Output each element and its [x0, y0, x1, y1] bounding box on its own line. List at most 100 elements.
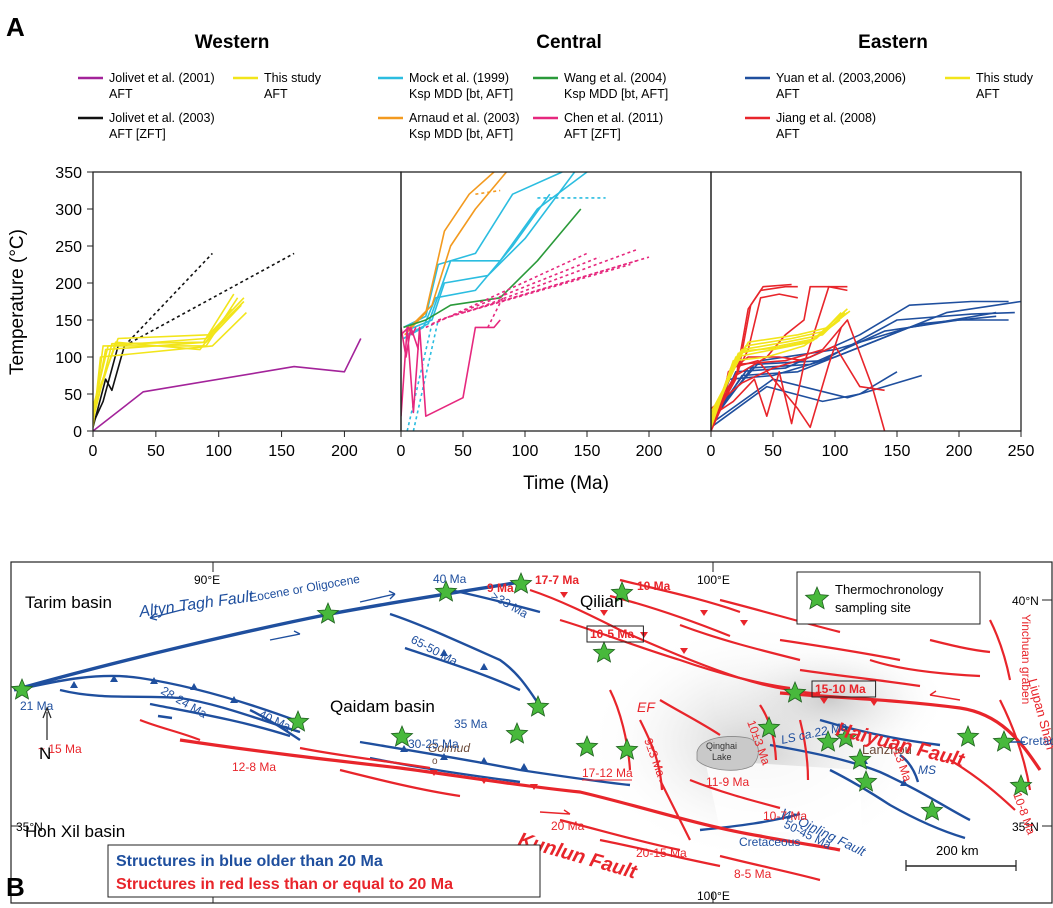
series-line	[404, 172, 576, 332]
x-tick-label: 200	[636, 443, 663, 460]
panel-label-a: A	[6, 12, 25, 42]
scale-bar: 200 km	[905, 843, 1017, 871]
sampling-site-star	[848, 747, 872, 770]
legend-text: AFT [ZFT]	[564, 127, 621, 141]
map-white-patch	[705, 760, 862, 835]
legend-entry-western-1: Jolivet et al. (2003) AFT [ZFT]	[78, 111, 215, 141]
series-line	[403, 208, 582, 329]
sampling-site-star	[526, 694, 550, 717]
legend-text: AFT	[109, 87, 133, 101]
key-blue: Structures in blue older than 20 Ma	[116, 853, 383, 870]
legend-text: AFT [ZFT]	[109, 127, 166, 141]
x-axis-label: Time (Ma)	[523, 473, 609, 494]
legend-text: This study	[264, 71, 322, 85]
x-tick-label: 0	[89, 443, 98, 460]
hoh-xil-basin-label: Hoh Xil basin	[25, 822, 125, 841]
x-tick-label: 150	[268, 443, 295, 460]
red-age-label: 17-7 Ma	[535, 573, 579, 587]
series-line	[93, 312, 247, 428]
red-slip-arrows	[539, 690, 961, 815]
sampling-site-star	[11, 677, 34, 700]
sampling-site-star	[286, 709, 310, 732]
legend-text: AFT	[264, 87, 288, 101]
legend-text: Jolivet et al. (2001)	[109, 71, 215, 85]
red-age-label: 20 Ma	[551, 819, 585, 833]
legend-text: Ksp MDD [bt, AFT]	[564, 87, 668, 101]
red-fault-teeth	[430, 592, 878, 790]
svg-text:N: N	[39, 744, 51, 763]
key-red: Structures in red less than or equal to …	[116, 876, 453, 893]
legend-entry-central-0: Mock et al. (1999) Ksp MDD [bt, AFT]	[378, 71, 513, 101]
boxed-age-frame	[586, 625, 644, 643]
blue-age-label: 35 Ma	[454, 717, 488, 731]
red-age-label: 15-10 Ma	[815, 682, 866, 696]
qinghai-lake-label-1: Qinghai	[706, 741, 737, 751]
legend-title-line-1: Thermochronology	[835, 582, 944, 597]
region-title-central: Central	[536, 32, 601, 53]
x-tick-label: 50	[764, 443, 782, 460]
panel-frame-0	[92, 171, 402, 432]
legend-text: Arnaud et al. (2003)	[409, 111, 520, 125]
series-line	[93, 293, 235, 421]
chart-panels: 0 50 100 150 200 250 300 350 0 50 100 150 200 0 50 100…	[55, 165, 1034, 460]
series-line	[401, 319, 501, 417]
legend-text: Jiang et al. (2008)	[776, 111, 876, 125]
series-line	[711, 285, 848, 425]
x-tick-label: 0	[397, 443, 406, 460]
lon-label-100-bottom: 100°E	[697, 889, 730, 903]
series-line	[711, 311, 1015, 423]
legend-star-icon	[804, 585, 830, 610]
x-tick-label: 100	[205, 443, 232, 460]
region-title-eastern: Eastern	[858, 32, 928, 53]
blue-age-label: 21 Ma	[20, 699, 54, 713]
red-age-label: 10 Ma	[637, 579, 671, 593]
series-line	[401, 326, 420, 358]
legend-entry-central-3: Chen et al. (2011) AFT [ZFT]	[533, 111, 663, 141]
sampling-site-star	[757, 715, 781, 738]
series-line	[711, 285, 848, 413]
region-title-western: Western	[195, 32, 270, 53]
lanzhou-label: Lanzhou	[862, 742, 912, 757]
lat-label-35-left: 35°N	[16, 820, 43, 834]
series-line	[406, 323, 433, 431]
sampling-site-star	[434, 579, 458, 602]
tarim-basin-label: Tarim basin	[25, 593, 112, 612]
golmud-dot: o	[432, 756, 438, 767]
yinchuan-graben-label: Yinchuan graben	[1019, 614, 1033, 704]
y-axis-label: Temperature (°C)	[7, 229, 28, 375]
legend-entry-central-2: Wang et al. (2004) Ksp MDD [bt, AFT]	[533, 71, 668, 101]
map-panel: 90°E 100°E 100°E 40°N 35°N 35°N Tarim ba…	[6, 561, 1053, 904]
sampling-site-star	[1009, 773, 1033, 796]
sampling-site-star	[783, 680, 807, 703]
series-line	[711, 293, 798, 421]
red-faults	[139, 578, 1042, 882]
series-line	[404, 172, 495, 336]
sampling-site-star	[956, 724, 980, 747]
y-tick-label: 0	[73, 424, 82, 441]
legend-text: Mock et al. (1999)	[409, 71, 509, 85]
series-line	[487, 290, 508, 328]
sampling-site-star	[834, 725, 858, 748]
panel-western-series	[93, 252, 362, 431]
series-line	[403, 172, 563, 329]
sampling-site-star	[920, 798, 944, 821]
blue-age-label: Cretaceous	[739, 835, 800, 849]
y-axis: 0 50 100 150 200 250 300 350	[55, 165, 93, 441]
series-line	[93, 297, 245, 406]
legend: Jolivet et al. (2001) AFT Jolivet et al. (…	[78, 71, 1034, 141]
sampling-site-star	[592, 640, 616, 663]
x-tick-label: 50	[454, 443, 472, 460]
boxed-age-frame	[811, 680, 877, 698]
legend-text: Ksp MDD [bt, AFT]	[409, 127, 513, 141]
region-titles: Western Central Eastern	[195, 32, 928, 53]
golmud-label: Golmud	[428, 741, 470, 755]
series-line	[123, 252, 213, 347]
legend-entry-eastern-0: Yuan et al. (2003,2006) AFT	[745, 71, 906, 101]
series-line	[711, 315, 997, 417]
red-age-label: 8-5 Ma	[734, 867, 772, 881]
series-line	[412, 319, 439, 431]
legend-text: This study	[976, 71, 1034, 85]
series-line	[711, 345, 885, 410]
legend-text: Ksp MDD [bt, AFT]	[409, 87, 513, 101]
